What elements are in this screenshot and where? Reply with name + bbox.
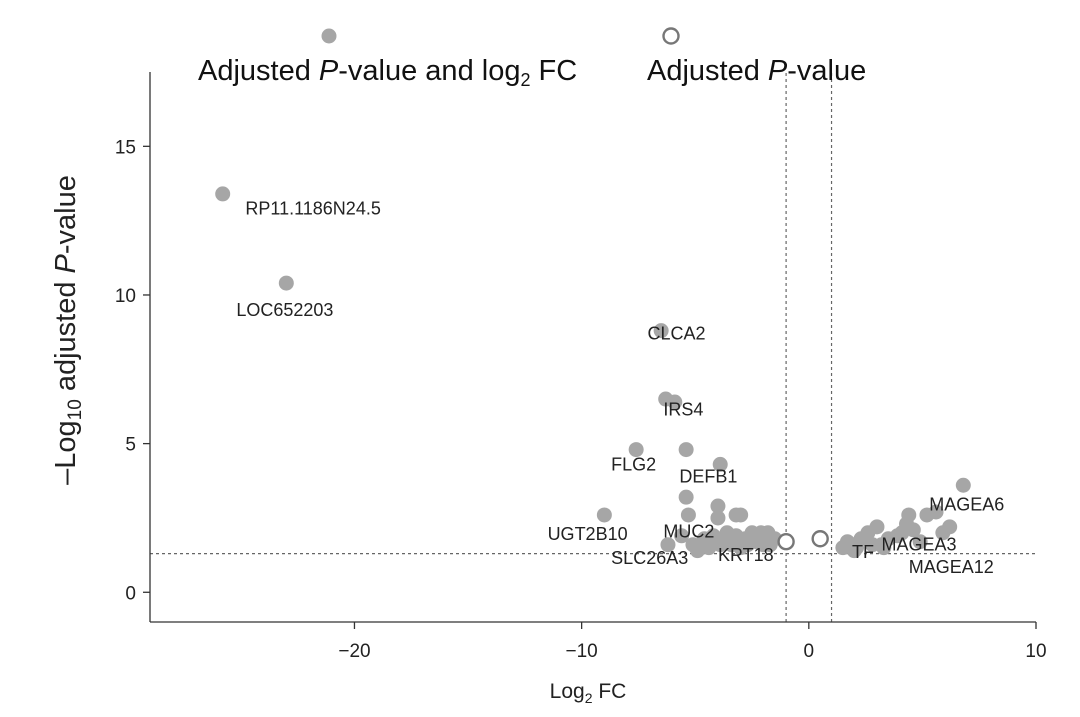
data-point bbox=[869, 519, 885, 535]
gene-label: TF bbox=[852, 542, 874, 562]
data-point bbox=[674, 528, 690, 544]
data-point bbox=[667, 394, 683, 410]
legend-label: Adjusted P-value and log2 FC bbox=[198, 55, 577, 90]
data-point bbox=[678, 489, 694, 505]
legend-label-part: Adjusted bbox=[647, 55, 768, 87]
data-point bbox=[678, 442, 694, 458]
data-point bbox=[712, 456, 728, 472]
gene-label: RP11.1186N24.5 bbox=[245, 199, 380, 219]
data-point bbox=[846, 543, 862, 559]
data-point bbox=[215, 186, 231, 202]
x-axis-label-base: Log bbox=[550, 680, 585, 703]
data-point bbox=[876, 540, 892, 556]
x-tick-label: −20 bbox=[338, 641, 370, 662]
data-point bbox=[690, 543, 706, 559]
gene-labels: RP11.1186N24.5 LOC652203 CLCA2 IRS4 FLG2 DEFB… bbox=[236, 199, 1004, 577]
x-tick-label: −10 bbox=[566, 641, 598, 662]
x-tick-label: 10 bbox=[1025, 641, 1046, 662]
legend-label-part: P bbox=[768, 55, 788, 87]
data-point bbox=[912, 534, 928, 550]
legend-label-part: FC bbox=[530, 55, 577, 87]
data-point bbox=[653, 323, 669, 339]
y-axis-label: –Log10 adjusted P-value bbox=[50, 175, 86, 485]
gene-label: MAGEA12 bbox=[909, 557, 994, 577]
data-point bbox=[777, 533, 795, 551]
data-point bbox=[710, 510, 726, 526]
legend-label: Adjusted P-value bbox=[647, 55, 866, 87]
data-point bbox=[628, 442, 644, 458]
gene-label: MAGEA3 bbox=[882, 535, 957, 555]
data-point bbox=[660, 537, 676, 553]
data-points bbox=[215, 186, 971, 559]
legend-label-part: P bbox=[319, 55, 339, 87]
legend-marker bbox=[662, 27, 680, 45]
data-point bbox=[710, 498, 726, 514]
gene-label: LOC652203 bbox=[236, 300, 333, 320]
gene-label: DEFB1 bbox=[679, 466, 737, 486]
gene-label: CLCA2 bbox=[648, 324, 706, 344]
data-point bbox=[901, 507, 917, 523]
y-axis-label-prefix: –Log bbox=[50, 420, 82, 485]
y-axis-label-sub: 10 bbox=[65, 399, 86, 420]
y-axis-label-italic: P bbox=[50, 253, 82, 273]
gene-label: SLC26A3 bbox=[611, 548, 688, 568]
x-axis-label-sub: 2 bbox=[585, 690, 593, 706]
data-point bbox=[278, 275, 294, 291]
data-point bbox=[928, 504, 944, 520]
y-tick-label: 0 bbox=[125, 583, 136, 604]
data-point bbox=[701, 540, 717, 556]
x-tick-label: 0 bbox=[804, 641, 815, 662]
y-axis-label-middle: adjusted bbox=[50, 273, 82, 399]
data-point bbox=[733, 507, 749, 523]
data-point bbox=[811, 530, 829, 548]
legend-label-part: -value and log bbox=[338, 55, 520, 87]
data-point bbox=[955, 477, 971, 493]
legend: Adjusted P-value and log2 FC Adjusted P-v… bbox=[198, 27, 866, 90]
x-axis-label: Log2 FC bbox=[550, 680, 627, 706]
y-tick-label: 15 bbox=[115, 137, 136, 158]
gene-label: MUC2 bbox=[663, 521, 714, 541]
x-axis-label-rest: FC bbox=[593, 680, 627, 703]
legend-label-part: -value bbox=[787, 55, 866, 87]
gene-label: FLG2 bbox=[611, 454, 656, 474]
gene-label: UGT2B10 bbox=[548, 524, 628, 544]
legend-label-part: Adjusted bbox=[198, 55, 319, 87]
gene-label: IRS4 bbox=[663, 399, 703, 419]
data-point bbox=[596, 507, 612, 523]
y-tick-label: 5 bbox=[125, 435, 136, 456]
axes: −20 −10 0 10 0 5 10 15 bbox=[115, 72, 1047, 662]
legend-marker bbox=[321, 28, 337, 44]
gene-label: MAGEA6 bbox=[929, 495, 1004, 515]
data-point bbox=[905, 522, 921, 538]
legend-label-part: 2 bbox=[520, 70, 530, 90]
data-point bbox=[942, 519, 958, 535]
gene-label: KRT18 bbox=[718, 545, 774, 565]
y-tick-label: 10 bbox=[115, 286, 136, 307]
data-point bbox=[680, 507, 696, 523]
y-axis-label-suffix: -value bbox=[50, 175, 82, 254]
